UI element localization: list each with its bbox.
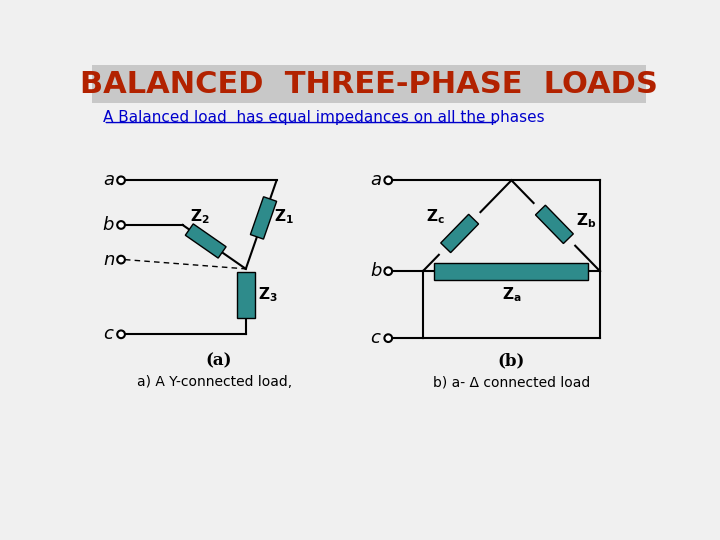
Text: $\mathit{a}$: $\mathit{a}$ bbox=[370, 171, 382, 190]
Text: (a): (a) bbox=[206, 353, 232, 370]
Text: a) A Y-connected load,: a) A Y-connected load, bbox=[138, 375, 292, 389]
Circle shape bbox=[384, 334, 392, 342]
Text: $\mathit{b}$: $\mathit{b}$ bbox=[102, 216, 115, 234]
Circle shape bbox=[117, 221, 125, 229]
Text: $\mathit{b}$: $\mathit{b}$ bbox=[369, 262, 382, 280]
Bar bbox=[251, 197, 276, 239]
Bar bbox=[441, 214, 479, 253]
Text: $\mathit{n}$: $\mathit{n}$ bbox=[103, 251, 115, 268]
Text: $\mathit{c}$: $\mathit{c}$ bbox=[370, 329, 382, 347]
Text: A Balanced load  has equal impedances on all the phases: A Balanced load has equal impedances on … bbox=[104, 110, 545, 125]
Circle shape bbox=[384, 177, 392, 184]
Circle shape bbox=[117, 177, 125, 184]
Text: b) a- Δ connected load: b) a- Δ connected load bbox=[433, 375, 590, 389]
Bar bbox=[536, 205, 573, 244]
Circle shape bbox=[384, 267, 392, 275]
Text: $\mathbf{Z_a}$: $\mathbf{Z_a}$ bbox=[502, 286, 521, 305]
Text: $\mathit{c}$: $\mathit{c}$ bbox=[103, 325, 115, 343]
Bar bbox=[434, 262, 588, 280]
Text: $\mathbf{Z_1}$: $\mathbf{Z_1}$ bbox=[274, 207, 294, 226]
Text: $\mathbf{Z_c}$: $\mathbf{Z_c}$ bbox=[426, 207, 444, 226]
Text: $\mathbf{Z_3}$: $\mathbf{Z_3}$ bbox=[258, 286, 278, 305]
Text: $\mathbf{Z_b}$: $\mathbf{Z_b}$ bbox=[576, 211, 596, 230]
Bar bbox=[237, 272, 255, 318]
Text: $\mathit{a}$: $\mathit{a}$ bbox=[103, 171, 115, 190]
Circle shape bbox=[117, 256, 125, 264]
Bar bbox=[92, 65, 647, 103]
Text: $\mathbf{Z_2}$: $\mathbf{Z_2}$ bbox=[189, 207, 210, 226]
Circle shape bbox=[117, 330, 125, 338]
Bar bbox=[185, 224, 226, 258]
Text: (b): (b) bbox=[498, 353, 525, 370]
Text: BALANCED  THREE-PHASE  LOADS: BALANCED THREE-PHASE LOADS bbox=[80, 70, 658, 98]
